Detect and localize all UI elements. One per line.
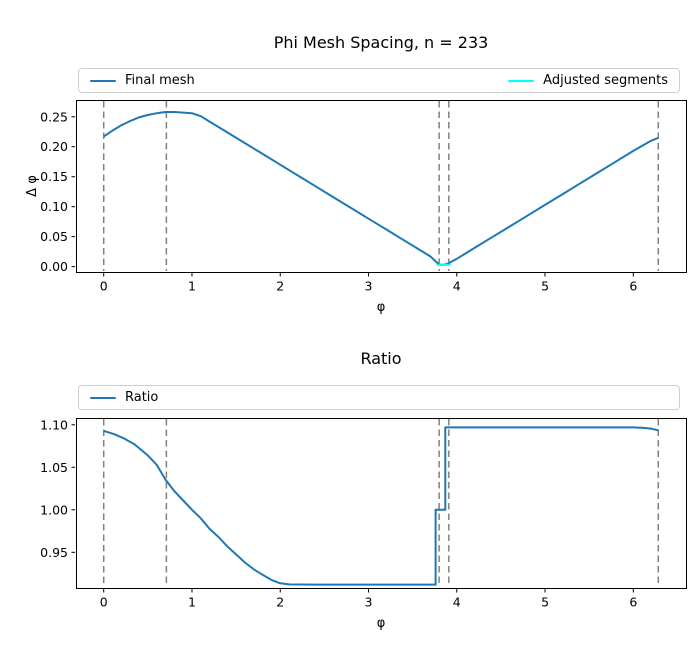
top-chart-title: Phi Mesh Spacing, n = 233 — [273, 33, 489, 52]
axes-0: 0 1 2 3 4 5 6 0.00 0.05 0.10 0.15 0.20 0.25 — [40, 100, 687, 294]
y-tick-label: 0.20 — [40, 139, 68, 154]
x-tick-label: 6 — [629, 595, 637, 610]
adjusted-segments-legend-label: Adjusted segments — [543, 73, 668, 88]
x-tick-label: 4 — [453, 595, 461, 610]
legend-entry-final-mesh: Final mesh — [90, 73, 195, 88]
x-tick-label: 3 — [365, 279, 373, 294]
y-tick-label: 0.10 — [40, 199, 68, 214]
y-tick-label: 1.10 — [40, 417, 68, 432]
y-tick-label: 1.00 — [40, 502, 68, 517]
adjusted-segments-line-swatch — [508, 79, 535, 82]
legend-entry-adjusted-segments: Adjusted segments — [508, 73, 668, 88]
bottom-legend: Ratio — [78, 385, 680, 410]
y-tick-label: 0.05 — [40, 229, 68, 244]
ratio-legend-label: Ratio — [125, 390, 159, 405]
ratio-line-swatch — [90, 396, 116, 399]
y-tick-label: 1.05 — [40, 460, 68, 475]
axes-frame — [76, 418, 687, 589]
axes-frame — [76, 100, 687, 273]
y-tick-label: 0.95 — [40, 545, 68, 560]
top-chart-xlabel: φ — [376, 300, 386, 315]
x-tick-label: 3 — [365, 595, 373, 610]
final-mesh-line-swatch — [90, 79, 116, 82]
y-tick-label: 0.25 — [40, 109, 68, 124]
top-legend: Final mesh Adjusted segments — [78, 68, 680, 93]
x-tick-label: 1 — [188, 595, 196, 610]
x-tick-label: 1 — [188, 279, 196, 294]
y-tick-label: 0.15 — [40, 169, 68, 184]
x-tick-label: 5 — [541, 279, 549, 294]
x-tick-label: 2 — [276, 595, 284, 610]
x-tick-label: 4 — [453, 279, 461, 294]
y-tick-label: 0.00 — [40, 259, 68, 274]
bottom-chart-title: Ratio — [360, 349, 402, 368]
axes-1: 0 1 2 3 4 5 6 0.95 1.00 1.05 1.10 — [40, 417, 687, 610]
x-tick-label: 0 — [100, 279, 108, 294]
legend-entry-ratio: Ratio — [90, 390, 158, 405]
x-tick-label: 0 — [100, 595, 108, 610]
x-tick-label: 2 — [276, 279, 284, 294]
final-mesh-line — [103, 111, 659, 266]
bottom-chart-xlabel: φ — [376, 616, 386, 631]
x-tick-label: 6 — [629, 279, 637, 294]
top-chart-ylabel: Δ φ — [25, 175, 40, 197]
x-tick-label: 5 — [541, 595, 549, 610]
final-mesh-legend-label: Final mesh — [125, 73, 195, 88]
ratio-line — [103, 426, 659, 586]
